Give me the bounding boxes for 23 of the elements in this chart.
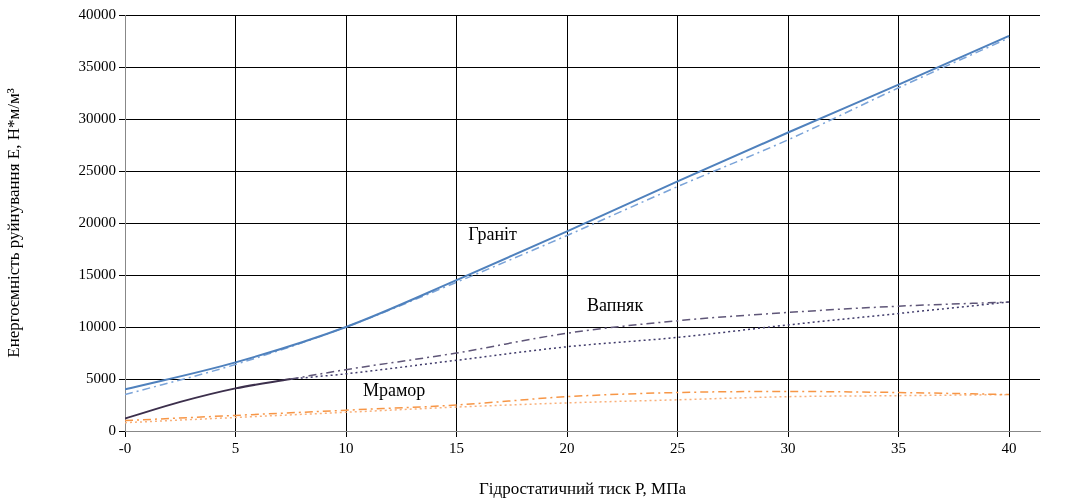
- y-tick-label: 10000: [78, 317, 116, 334]
- y-tick-label: 25000: [78, 161, 116, 178]
- annotation: Вапняк: [587, 294, 644, 315]
- y-axis-title: Енергоємність руйнування E, Н*м/м³: [3, 88, 23, 358]
- x-axis-title: Гідростатичний тиск P, МПа: [478, 479, 687, 499]
- y-tick-label: 35000: [78, 57, 116, 74]
- y-tick-label: 5000: [86, 369, 116, 386]
- y-tick-label: 15000: [78, 265, 116, 282]
- y-tick-label: 20000: [78, 213, 116, 230]
- y-tick-label: 0: [108, 421, 116, 438]
- x-tick-label: 25: [670, 439, 686, 456]
- x-tick-label: 15: [449, 439, 465, 456]
- x-tick-label: 5: [231, 439, 240, 456]
- annotation: Мрамор: [362, 380, 426, 401]
- annotation: Граніт: [468, 224, 518, 245]
- x-tick-label: 35: [891, 439, 907, 456]
- x-tick-label: -0: [118, 439, 132, 456]
- x-tick-label: 30: [780, 439, 796, 456]
- y-tick-label: 40000: [78, 5, 116, 22]
- y-tick-label: 30000: [78, 109, 116, 126]
- x-tick-label: 20: [559, 439, 575, 456]
- x-tick-label: 10: [338, 439, 354, 456]
- x-tick-label: 40: [1001, 439, 1017, 456]
